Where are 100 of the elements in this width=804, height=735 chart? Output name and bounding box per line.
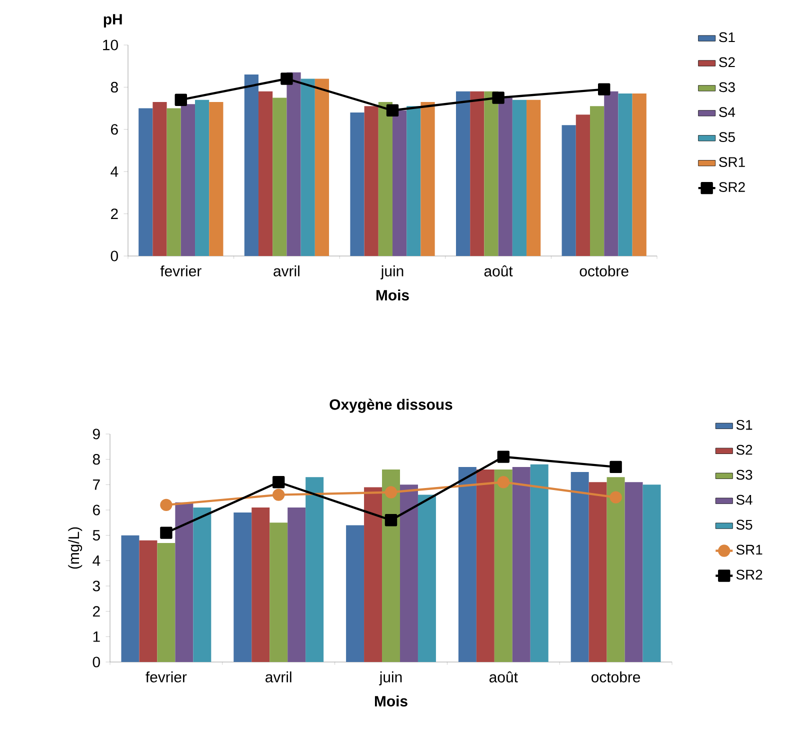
bar	[512, 100, 527, 256]
bar	[484, 91, 498, 256]
bar	[512, 466, 530, 662]
bar	[180, 104, 196, 256]
bar	[166, 108, 181, 256]
point	[610, 460, 622, 474]
bar	[209, 102, 224, 256]
y-tick-label: 0	[110, 250, 118, 262]
y-axis-title: (mg/L)	[68, 527, 82, 569]
legend-label: SR1	[736, 544, 762, 555]
bar	[494, 469, 512, 662]
bar	[400, 484, 418, 662]
x-axis-title: Mois	[376, 290, 409, 300]
legend-label: S2	[736, 444, 752, 455]
bar	[286, 72, 301, 256]
legend-label: S4	[719, 107, 736, 118]
y-tick-label: 0	[92, 656, 100, 668]
bar	[642, 484, 661, 662]
legend-label: S3	[736, 470, 752, 480]
legend-label: S1	[736, 420, 752, 430]
bar	[526, 100, 541, 256]
bar	[244, 74, 258, 256]
bar	[382, 469, 400, 662]
point	[384, 486, 398, 498]
bar	[606, 477, 625, 662]
y-tick-label: 2	[93, 606, 100, 617]
point	[386, 104, 399, 116]
bar	[152, 102, 167, 256]
bar	[121, 535, 140, 662]
point	[497, 476, 510, 488]
x-tick-label: août	[490, 671, 518, 682]
y-tick-label: 9	[92, 428, 100, 440]
bar	[139, 540, 158, 662]
x-tick-label: avril	[274, 265, 300, 276]
bar	[618, 94, 632, 256]
x-tick-label: août	[484, 265, 513, 276]
bar	[364, 106, 378, 256]
point	[598, 83, 610, 96]
x-tick-label: juin	[380, 265, 404, 280]
bar	[632, 94, 646, 256]
bar	[195, 100, 210, 256]
point	[272, 488, 285, 501]
x-tick-label: fevrier	[160, 265, 202, 276]
legend-label: S1	[719, 32, 735, 42]
bar	[456, 91, 470, 256]
bar	[306, 477, 324, 662]
legend-label: S5	[719, 132, 735, 142]
legend-label: SR2	[736, 570, 762, 580]
point	[384, 514, 398, 526]
bar	[378, 102, 392, 256]
bar	[346, 525, 364, 662]
bar	[272, 98, 287, 256]
bar	[288, 507, 306, 662]
bar	[530, 464, 548, 662]
point	[497, 450, 510, 463]
bar	[604, 91, 618, 256]
x-axis-title: Mois	[374, 696, 408, 706]
x-tick-label: fevrier	[146, 671, 187, 682]
legend-label: SR1	[719, 157, 745, 168]
bar	[270, 522, 288, 662]
legend-label: S5	[736, 520, 752, 530]
bar	[624, 482, 643, 662]
y-tick-label: 4	[110, 166, 118, 177]
bar	[364, 487, 382, 662]
bar	[406, 106, 421, 256]
bar	[314, 78, 330, 256]
bar	[138, 108, 153, 256]
bar	[420, 102, 435, 256]
bar	[392, 110, 407, 256]
bar	[193, 507, 212, 662]
y-tick-label: 8	[92, 454, 100, 465]
bar	[470, 91, 484, 256]
chart-title: pH	[104, 14, 122, 28]
bar	[157, 542, 176, 662]
bar	[590, 106, 604, 256]
legend-label: S3	[719, 82, 735, 92]
point	[174, 94, 187, 106]
y-tick-label: 3	[92, 580, 100, 592]
bar	[300, 78, 315, 256]
bar	[588, 482, 607, 662]
bar	[570, 472, 589, 662]
y-tick-label: 7	[93, 480, 100, 490]
bar	[476, 469, 494, 662]
y-tick-label: 10	[103, 40, 118, 50]
y-tick-label: 8	[110, 82, 118, 92]
bar	[252, 507, 270, 662]
point	[610, 491, 622, 504]
bar	[350, 112, 364, 256]
legend-label: S4	[736, 494, 752, 505]
x-tick-label: octobre	[592, 671, 640, 682]
point	[160, 498, 172, 512]
point	[492, 92, 504, 104]
bar	[175, 502, 194, 662]
y-tick-label: 5	[92, 530, 100, 541]
x-tick-label: avril	[266, 671, 292, 682]
legend-label: S2	[719, 57, 735, 68]
bar	[458, 466, 476, 662]
bar	[498, 98, 512, 256]
y-tick-label: 6	[111, 124, 118, 135]
bar	[258, 91, 273, 256]
